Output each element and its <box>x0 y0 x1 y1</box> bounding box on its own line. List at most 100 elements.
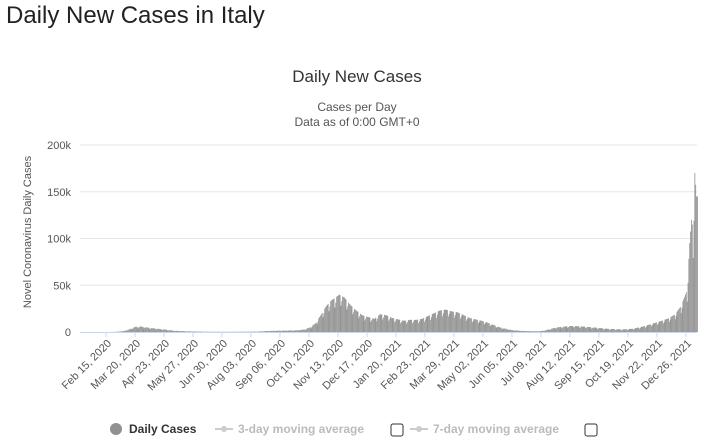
bar[interactable] <box>348 302 349 332</box>
bar[interactable] <box>265 331 267 332</box>
bar[interactable] <box>382 319 384 333</box>
bar[interactable] <box>523 330 524 332</box>
bar[interactable] <box>466 319 468 332</box>
bar[interactable] <box>161 329 163 332</box>
bar[interactable] <box>615 329 616 332</box>
bar[interactable] <box>417 319 419 332</box>
bar[interactable] <box>473 318 475 332</box>
bar[interactable] <box>261 331 263 332</box>
bar[interactable] <box>634 328 636 332</box>
bar[interactable] <box>457 312 459 332</box>
bar[interactable] <box>280 331 282 332</box>
bar[interactable] <box>666 318 668 332</box>
bar[interactable] <box>599 328 601 332</box>
bar[interactable] <box>650 324 651 332</box>
bar[interactable] <box>484 323 486 332</box>
bar[interactable] <box>288 330 290 332</box>
bar[interactable] <box>180 331 181 332</box>
bar[interactable] <box>458 312 460 332</box>
bar[interactable] <box>152 328 154 332</box>
bar[interactable] <box>492 324 494 332</box>
bar[interactable] <box>578 326 580 332</box>
bar[interactable] <box>526 331 528 332</box>
bar[interactable] <box>672 315 674 332</box>
bar[interactable] <box>488 323 490 332</box>
bar[interactable] <box>355 310 357 333</box>
bar[interactable] <box>605 328 607 332</box>
bar[interactable] <box>557 327 559 332</box>
bar[interactable] <box>470 318 471 332</box>
bar[interactable] <box>283 330 285 332</box>
bar[interactable] <box>647 325 649 332</box>
bar[interactable] <box>413 321 414 332</box>
bar[interactable] <box>173 331 175 332</box>
bar[interactable] <box>273 330 274 332</box>
bar[interactable] <box>447 316 449 332</box>
bar[interactable] <box>375 317 377 332</box>
bar[interactable] <box>175 330 177 332</box>
bar[interactable] <box>660 321 662 332</box>
bar[interactable] <box>658 321 660 332</box>
bar[interactable] <box>132 328 134 332</box>
bar[interactable] <box>500 327 501 332</box>
bar[interactable] <box>462 314 464 332</box>
bar[interactable] <box>505 328 507 332</box>
bar[interactable] <box>659 321 661 332</box>
bar[interactable] <box>137 328 139 332</box>
bar[interactable] <box>633 328 635 332</box>
bar[interactable] <box>357 311 359 332</box>
bar[interactable] <box>638 327 639 332</box>
bar[interactable] <box>347 306 349 332</box>
bar[interactable] <box>284 330 286 332</box>
bar[interactable] <box>509 329 511 332</box>
bar[interactable] <box>552 328 553 332</box>
bar[interactable] <box>491 324 493 332</box>
bar[interactable] <box>345 299 347 332</box>
bar[interactable] <box>558 327 560 332</box>
bar[interactable] <box>453 311 454 332</box>
bar[interactable] <box>185 331 187 332</box>
bar[interactable] <box>358 317 360 332</box>
bar[interactable] <box>641 326 643 332</box>
bar[interactable] <box>662 323 664 332</box>
bar[interactable] <box>517 330 519 332</box>
bar[interactable] <box>270 330 272 332</box>
bar[interactable] <box>129 328 131 332</box>
bar[interactable] <box>150 328 152 332</box>
bar[interactable] <box>577 326 579 332</box>
bar[interactable] <box>610 328 612 332</box>
bar[interactable] <box>389 317 391 332</box>
bar[interactable] <box>303 329 304 332</box>
bar[interactable] <box>403 320 405 332</box>
bar[interactable] <box>147 327 149 332</box>
bar[interactable] <box>624 329 626 332</box>
bar[interactable] <box>304 330 306 332</box>
bar[interactable] <box>187 331 188 332</box>
bar[interactable] <box>546 330 547 332</box>
bar[interactable] <box>127 329 129 332</box>
bar[interactable] <box>424 319 426 332</box>
bar[interactable] <box>604 329 605 332</box>
bar[interactable] <box>618 329 620 332</box>
bar[interactable] <box>337 296 338 332</box>
bar[interactable] <box>518 330 520 332</box>
bar[interactable] <box>481 320 483 332</box>
bar[interactable] <box>437 311 439 332</box>
bar[interactable] <box>299 330 301 332</box>
bar[interactable] <box>279 330 281 332</box>
bar[interactable] <box>636 327 638 332</box>
bar[interactable] <box>262 331 264 332</box>
bar[interactable] <box>292 330 294 332</box>
bar[interactable] <box>436 317 437 332</box>
bar[interactable] <box>653 323 655 332</box>
bar[interactable] <box>165 329 167 332</box>
bar[interactable] <box>130 328 132 332</box>
bar[interactable] <box>268 330 269 332</box>
bar[interactable] <box>425 316 427 332</box>
bar[interactable] <box>286 330 288 332</box>
bar[interactable] <box>123 330 125 332</box>
bar[interactable] <box>520 330 522 332</box>
bar[interactable] <box>614 329 616 332</box>
bar[interactable] <box>579 327 581 332</box>
bar[interactable] <box>152 328 153 332</box>
